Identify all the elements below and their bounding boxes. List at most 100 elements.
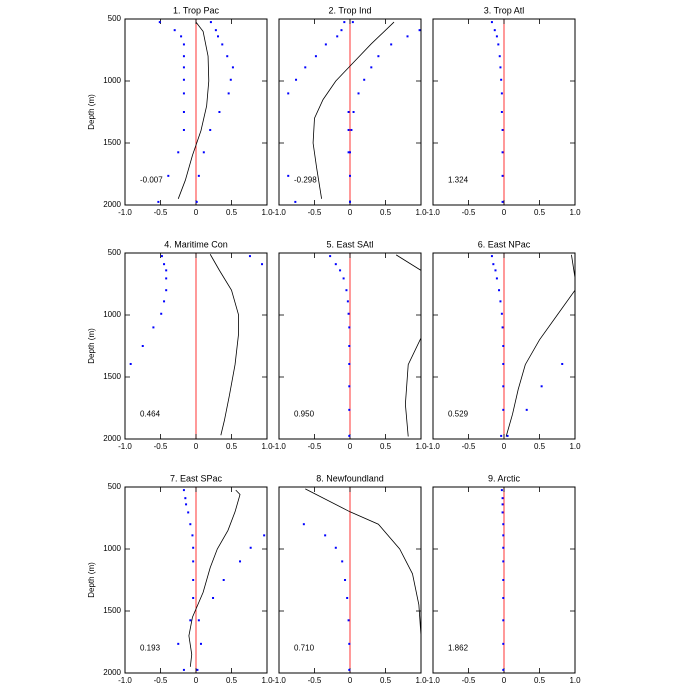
- panel-title: 6. East NPac: [478, 239, 531, 249]
- panel-title: 9. Arctic: [488, 473, 521, 483]
- dot: [182, 43, 185, 46]
- panel-title: 4. Maritime Con: [164, 239, 228, 249]
- dot: [196, 668, 199, 671]
- x-tick-label: 0: [348, 442, 353, 451]
- dot: [370, 66, 373, 69]
- dot: [377, 55, 380, 58]
- dot: [349, 200, 351, 203]
- dot: [363, 78, 366, 81]
- dot: [334, 546, 337, 549]
- dot: [342, 277, 345, 280]
- dot: [502, 362, 505, 365]
- dot: [499, 300, 502, 303]
- dot: [199, 642, 202, 645]
- dot: [502, 534, 505, 537]
- panel-title: 3. Trop Atl: [484, 5, 525, 15]
- y-tick-label: 500: [108, 14, 122, 23]
- panel: 6. East NPac -1.0 -0.5 0 0.5 1.0 0.529: [426, 239, 581, 451]
- x-tick-label: -1.0: [118, 208, 132, 217]
- dot: [350, 128, 353, 131]
- dot: [499, 66, 502, 69]
- dot: [500, 434, 503, 437]
- frame: [432, 18, 576, 206]
- dot: [324, 43, 327, 46]
- x-tick-label: 0: [502, 676, 507, 685]
- dot: [339, 269, 342, 272]
- frame: [124, 486, 268, 674]
- profile-line: [305, 488, 421, 673]
- dot: [192, 596, 195, 599]
- frame: [278, 486, 422, 674]
- profile-line: [505, 254, 575, 437]
- panel: 5. East SAtl -1.0 -0.5 0 0.5 1.0 0.950: [272, 239, 427, 451]
- dot: [157, 200, 160, 203]
- profile-line: [188, 489, 241, 667]
- dot: [502, 560, 505, 563]
- dot: [227, 92, 230, 95]
- x-tick-label: 0.5: [534, 676, 546, 685]
- annotation: -0.007: [140, 175, 163, 184]
- dot: [163, 300, 166, 303]
- dot: [501, 151, 504, 154]
- x-tick-label: 0: [194, 442, 199, 451]
- dot: [490, 21, 493, 24]
- dot: [500, 489, 503, 492]
- dot: [349, 151, 351, 154]
- dot: [302, 523, 305, 526]
- panel-title: 8. Newfoundland: [316, 473, 384, 483]
- x-tick-label: 1.0: [569, 208, 581, 217]
- x-tick-label: 0.5: [226, 208, 238, 217]
- panel-title: 5. East SAtl: [326, 239, 373, 249]
- dot: [540, 385, 543, 388]
- panel: 3. Trop Atl -1.0 -0.5 0 0.5 1.0 1.324: [426, 5, 581, 217]
- dot: [495, 35, 498, 38]
- x-tick-label: -0.5: [462, 676, 476, 685]
- dot: [500, 92, 503, 95]
- dot: [141, 345, 144, 347]
- dot: [160, 255, 163, 258]
- dot: [561, 362, 564, 365]
- annotation: 0.950: [294, 409, 315, 418]
- panel: 8. Newfoundland -1.0 -0.5 0 0.5 1.0 0.710: [272, 473, 427, 685]
- dot: [348, 642, 351, 645]
- dot: [182, 668, 185, 671]
- dot: [129, 362, 132, 365]
- dot: [500, 111, 503, 113]
- dot: [494, 269, 497, 272]
- dot: [502, 579, 505, 581]
- x-tick-label: -0.5: [154, 442, 168, 451]
- dot: [217, 35, 220, 38]
- dot: [344, 579, 347, 581]
- dot: [152, 326, 155, 329]
- dot: [495, 277, 498, 280]
- dot: [182, 66, 185, 69]
- dot: [500, 78, 503, 81]
- annotation: 0.464: [140, 409, 161, 418]
- x-tick-label: -1.0: [426, 442, 440, 451]
- dot: [263, 534, 266, 537]
- dot: [345, 289, 348, 292]
- x-tick-label: -1.0: [118, 676, 132, 685]
- x-tick-label: 0.5: [380, 442, 392, 451]
- dot: [261, 263, 264, 266]
- frame: [432, 486, 576, 674]
- dot: [347, 312, 350, 315]
- x-tick-label: 0.5: [226, 442, 238, 451]
- y-tick-label: 1000: [103, 310, 121, 319]
- dot: [500, 312, 503, 315]
- dot: [226, 55, 229, 58]
- dot: [189, 523, 192, 526]
- dot: [182, 128, 185, 131]
- dot: [502, 523, 505, 526]
- x-tick-label: 0.5: [380, 676, 392, 685]
- panel: 2. Trop Ind -1.0 -0.5 0 0.5 1.0 -0.298: [272, 5, 427, 217]
- x-tick-label: 0.5: [534, 442, 546, 451]
- dot: [351, 21, 354, 24]
- panel: 4. Maritime Con 500 1000 1500 2000-1.0 -0.5 0 0…: [87, 239, 273, 451]
- x-tick-label: 1.0: [569, 442, 581, 451]
- dot: [209, 21, 212, 24]
- dot: [490, 255, 493, 258]
- dot: [497, 43, 500, 46]
